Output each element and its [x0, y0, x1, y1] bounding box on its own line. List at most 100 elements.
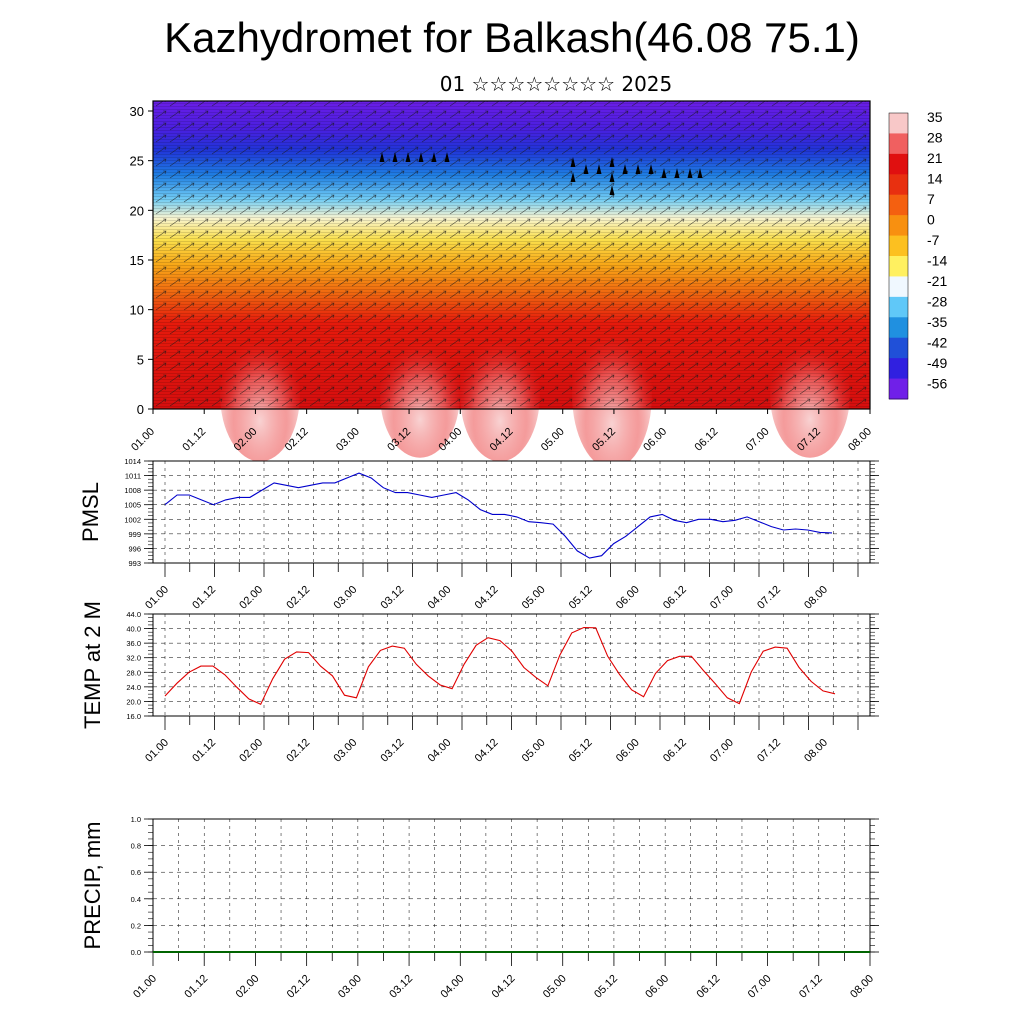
- g-pmsl-xtick-label: 01.12: [190, 584, 218, 612]
- g-pmsl-xtick-label: 07.00: [708, 584, 736, 612]
- g-precip-xtick-label: 02.12: [285, 973, 313, 1001]
- colorbar-segment: [889, 215, 908, 237]
- cross-section-xtick-label: 01.00: [129, 426, 157, 454]
- cross-section-ytick-label: 5: [137, 352, 144, 367]
- colorbar-label: -28: [927, 294, 947, 310]
- g-precip-xtick-label: 01.00: [131, 973, 159, 1001]
- g-pmsl-ytick-label: 1005: [124, 501, 141, 510]
- cross-section-ytick-label: 0: [137, 402, 144, 417]
- g-precip-ytick-label: 1.0: [131, 815, 141, 824]
- g-temp-xtick-label: 04.00: [426, 737, 454, 765]
- colorbar-segment: [889, 378, 908, 400]
- colorbar-label: -21: [927, 273, 947, 289]
- g-temp-xtick-label: 06.12: [661, 737, 689, 765]
- cross-section-xtick-label: 05.00: [539, 426, 567, 454]
- g-pmsl-xtick-label: 04.00: [426, 584, 454, 612]
- colorbar-segment: [889, 153, 908, 175]
- cross-section-ytick-label: 25: [130, 154, 144, 169]
- g-temp-xtick-label: 05.00: [520, 737, 548, 765]
- colorbar-label: -7: [927, 232, 940, 248]
- colorbar-segment: [889, 276, 908, 298]
- wind-flag-marker: [596, 164, 602, 174]
- chart-title: Kazhydromet for Balkash(46.08 75.1): [164, 14, 860, 61]
- g-precip-ytick-label: 0.6: [131, 868, 141, 877]
- wind-barbs: [153, 101, 870, 409]
- colorbar-label: -49: [927, 355, 947, 371]
- colorbar-segment: [889, 133, 908, 155]
- g-temp-ytick-label: 24.0: [126, 683, 141, 692]
- g-temp-xtick-label: 02.00: [237, 737, 265, 765]
- g-temp-xtick-label: 01.12: [190, 737, 218, 765]
- g-precip-xtick-label: 04.00: [438, 973, 466, 1001]
- g-precip-xtick-label: 03.12: [387, 973, 415, 1001]
- g-temp-ytick-label: 36.0: [126, 639, 141, 648]
- g-precip-ytick-label: 0.0: [131, 948, 141, 957]
- g-pmsl-axis-label: PMSL: [78, 482, 103, 542]
- wind-flag-marker: [687, 168, 693, 178]
- g-pmsl-xtick-label: 03.12: [379, 584, 407, 612]
- g-temp-xtick-label: 06.00: [614, 737, 642, 765]
- g-precip-xtick-label: 04.12: [490, 973, 518, 1001]
- g-precip-xtick-label: 06.00: [643, 973, 671, 1001]
- g-temp-axis-label: TEMP at 2 M: [80, 601, 105, 729]
- g-precip-xtick-label: 06.12: [695, 973, 723, 1001]
- g-pmsl-series-line: [164, 472, 833, 559]
- colorbar-label: 7: [927, 191, 935, 207]
- cross-section-xtick-label: 06.12: [693, 426, 721, 454]
- g-pmsl-xtick-label: 02.12: [284, 584, 312, 612]
- colorbar-label: 14: [927, 171, 943, 187]
- g-pmsl-xtick-label: 06.12: [661, 584, 689, 612]
- wind-flag-marker: [609, 185, 615, 195]
- g-pmsl-xtick-label: 01.00: [143, 584, 171, 612]
- g-temp-series-line: [164, 626, 836, 706]
- g-pmsl-ytick-label: 993: [128, 559, 141, 568]
- g-precip-xtick-label: 07.12: [797, 973, 825, 1001]
- g-temp-xtick-label: 07.00: [708, 737, 736, 765]
- colorbar-segment: [889, 194, 908, 216]
- colorbar-label: 0: [927, 212, 935, 228]
- cross-section-ytick-label: 10: [130, 303, 144, 318]
- g-pmsl-xtick-label: 04.12: [473, 584, 501, 612]
- g-temp-xtick-label: 08.00: [802, 737, 830, 765]
- colorbar-frame: [888, 112, 909, 400]
- g-pmsl-ytick-label: 996: [128, 544, 141, 553]
- g-temp-xtick-label: 02.12: [284, 737, 312, 765]
- wind-flag-marker: [405, 152, 411, 162]
- cross-section-xtick-label: 07.00: [744, 426, 772, 454]
- wind-flag-marker: [444, 152, 450, 162]
- colorbar-label: 21: [927, 150, 943, 166]
- wind-flag-marker: [661, 168, 667, 178]
- g-precip-xtick-label: 05.00: [541, 973, 569, 1001]
- colorbar: 35 28 21 14 7 0 -7 -14 -21 -28 -35 -42 -49 -56: [888, 109, 947, 400]
- cross-section-ytick-label: 20: [130, 203, 144, 218]
- g-temp-xtick-label: 04.12: [473, 737, 501, 765]
- g-temp-xtick-label: 03.00: [331, 737, 359, 765]
- g-pmsl-xtick-label: 05.00: [520, 584, 548, 612]
- wind-flag-marker: [379, 152, 385, 162]
- g-precip-axis-label: PRECIP, mm: [80, 822, 105, 950]
- g-temp-xtick-label: 07.12: [755, 737, 783, 765]
- g-pmsl-xtick-label: 07.12: [755, 584, 783, 612]
- colorbar-segment: [889, 358, 908, 380]
- g-pmsl-xtick-label: 03.00: [331, 584, 359, 612]
- wind-flag-marker: [570, 157, 576, 167]
- precipitation-panel: 0.0 0.2 0.4 0.6 0.8 1.0 PRECIP, mm 01.00 01.12 02…: [80, 815, 879, 1001]
- g-precip-ytick-label: 0.4: [131, 895, 141, 904]
- g-precip-ytick-label: 0.2: [131, 921, 141, 930]
- g-temp-ytick-label: 40.0: [126, 625, 141, 634]
- g-precip-ytick-label: 0.8: [131, 842, 141, 851]
- colorbar-segment: [889, 113, 908, 134]
- g-temp-ytick-label: 44.0: [126, 610, 141, 619]
- colorbar-segment: [889, 337, 908, 359]
- cross-section-xtick-label: 03.00: [334, 426, 362, 454]
- wind-flag-marker: [697, 168, 703, 178]
- colorbar-segment: [889, 317, 908, 339]
- g-pmsl-xtick-label: 02.00: [237, 584, 265, 612]
- g-temp-xtick-label: 05.12: [567, 737, 595, 765]
- g-pmsl-xtick-label: 06.00: [614, 584, 642, 612]
- cross-section-xtick-label: 01.12: [180, 426, 208, 454]
- colorbar-label: -14: [927, 253, 947, 269]
- wind-flag-marker: [609, 157, 615, 167]
- colorbar-label: -35: [927, 314, 947, 330]
